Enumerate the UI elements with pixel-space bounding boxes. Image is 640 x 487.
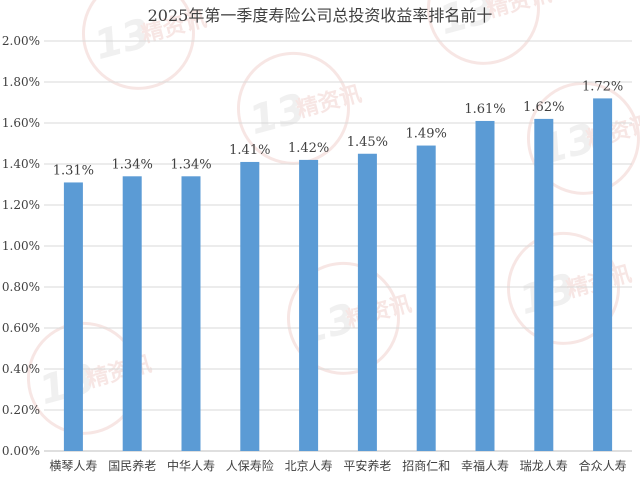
watermark-text: 精资讯 bbox=[344, 291, 414, 333]
watermark-text: 精资讯 bbox=[84, 351, 154, 393]
y-tick-label: 2.00% bbox=[2, 34, 40, 48]
bar bbox=[357, 153, 377, 451]
bar bbox=[122, 176, 142, 452]
bar bbox=[416, 145, 436, 452]
x-axis-tick-labels: 横琴人寿 国民养老 中华人寿 人保寿险 北京人寿 平安养老 招商仁和 幸福人寿 瑞龙人寿 合众人寿 bbox=[49, 458, 626, 473]
data-label: 1.34% bbox=[170, 157, 211, 172]
x-tick-label: 国民养老 bbox=[108, 458, 156, 473]
data-label: 1.41% bbox=[229, 143, 270, 158]
chart-title: 2025年第一季度寿险公司总投资收益率排名前十 bbox=[148, 6, 493, 25]
x-tick-label: 平安养老 bbox=[343, 458, 391, 473]
data-label: 1.61% bbox=[464, 102, 505, 117]
x-tick-label: 幸福人寿 bbox=[461, 458, 509, 473]
gridlines bbox=[44, 40, 632, 452]
bar bbox=[475, 120, 495, 451]
y-tick-label: 0.60% bbox=[2, 321, 40, 335]
y-tick-label: 1.00% bbox=[2, 239, 40, 253]
bar bbox=[299, 159, 319, 451]
data-label: 1.42% bbox=[288, 141, 329, 156]
y-tick-label: 0.80% bbox=[2, 280, 40, 294]
y-tick-label: 1.40% bbox=[2, 157, 40, 171]
data-label: 1.49% bbox=[406, 127, 447, 142]
x-tick-label: 横琴人寿 bbox=[49, 459, 97, 473]
data-label: 1.62% bbox=[523, 100, 564, 115]
y-tick-label: 1.20% bbox=[2, 198, 40, 212]
watermark-text: 精资讯 bbox=[294, 81, 364, 123]
x-tick-label: 人保寿险 bbox=[226, 458, 274, 473]
bar bbox=[181, 176, 201, 452]
bar bbox=[63, 182, 83, 451]
y-tick-label: 1.80% bbox=[2, 75, 40, 89]
bar bbox=[534, 118, 554, 452]
x-tick-label: 合众人寿 bbox=[579, 458, 627, 473]
data-labels: 1.31% 1.34% 1.34% 1.41% 1.42% 1.45% 1.49% 1.61%… bbox=[53, 79, 624, 178]
y-tick-label: 0.00% bbox=[2, 444, 40, 458]
y-tick-label: 0.20% bbox=[2, 403, 40, 417]
bar bbox=[240, 161, 260, 451]
y-tick-label: 0.40% bbox=[2, 362, 40, 376]
x-tick-label: 招商仁和 bbox=[402, 458, 450, 473]
x-tick-label: 中华人寿 bbox=[167, 458, 215, 473]
bar bbox=[593, 98, 613, 452]
x-tick-label: 北京人寿 bbox=[285, 459, 333, 473]
x-tick-label: 瑞龙人寿 bbox=[520, 459, 568, 473]
data-label: 1.34% bbox=[112, 157, 153, 172]
y-tick-label: 1.60% bbox=[2, 116, 40, 130]
data-label: 1.45% bbox=[347, 135, 388, 150]
watermark-text: 精资讯 bbox=[484, 0, 554, 23]
data-label: 1.72% bbox=[582, 79, 623, 94]
bars bbox=[63, 98, 613, 452]
y-axis-tick-labels: 0.00% 0.20% 0.40% 0.60% 0.80% 1.00% 1.20% 1.40%… bbox=[2, 34, 40, 458]
data-label: 1.31% bbox=[53, 163, 94, 178]
